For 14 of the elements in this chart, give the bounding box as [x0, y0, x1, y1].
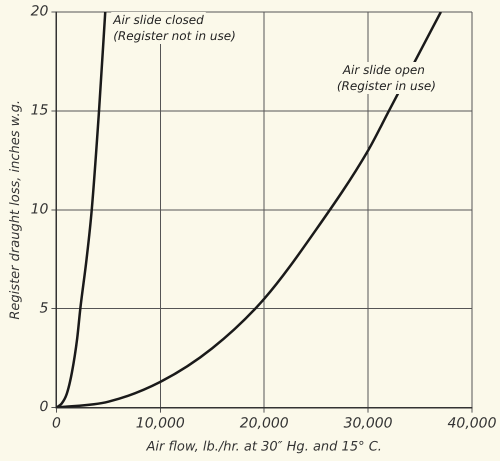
- series-label: Air slide open (Register in use): [336, 63, 436, 93]
- y-tick-label: 20: [30, 4, 48, 20]
- y-axis-title: Register draught loss, inches w.g.: [8, 100, 24, 320]
- y-tick-label: 5: [39, 300, 48, 316]
- y-tick-label: 15: [30, 102, 48, 119]
- series-label: Air slide closed (Register not in use): [112, 13, 236, 43]
- x-tick-label: 30,000: [344, 416, 393, 432]
- x-tick-label: 0: [52, 416, 61, 432]
- x-axis-title: Air flow, lb./hr. at 30″ Hg. and 15° C.: [145, 440, 382, 455]
- x-tick-label: 40,000: [448, 416, 497, 432]
- x-tick-label: 20,000: [240, 416, 289, 432]
- y-tick-label: 10: [30, 201, 48, 218]
- x-tick-label: 10,000: [136, 416, 185, 432]
- y-tick-label: 0: [39, 399, 48, 416]
